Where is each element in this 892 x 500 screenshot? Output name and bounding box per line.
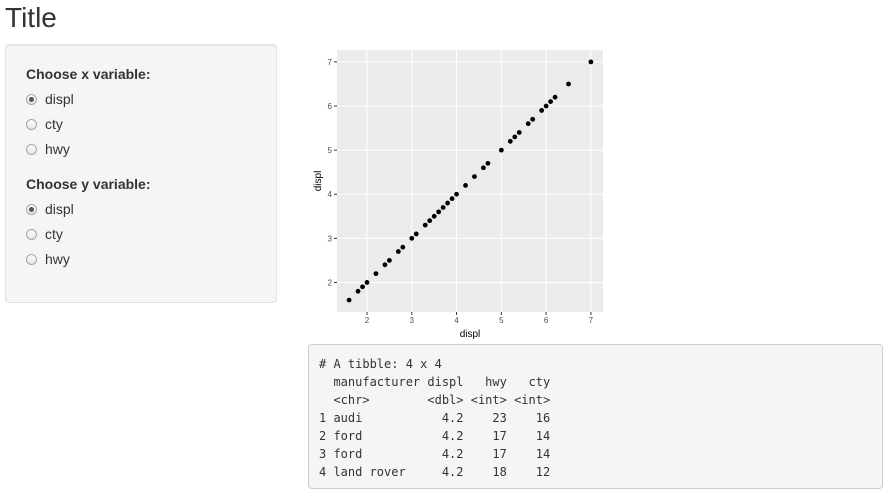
radio-button[interactable] (26, 228, 37, 240)
app-title: Title (5, 2, 57, 33)
point (454, 191, 459, 197)
point (346, 297, 352, 303)
point (543, 103, 549, 109)
radio-label[interactable]: cty (45, 116, 63, 132)
plot-panel (337, 50, 603, 312)
point (512, 134, 518, 140)
radio-group-label: Choose x variable: (26, 66, 151, 82)
point (373, 271, 379, 277)
point (485, 160, 491, 166)
point (400, 244, 406, 250)
y-tick-label: 3 (328, 234, 333, 243)
point (360, 284, 365, 290)
y-tick-label: 7 (328, 58, 333, 67)
point (445, 200, 451, 206)
radio-option[interactable]: cty (26, 226, 63, 242)
y-tick-label: 5 (328, 146, 333, 155)
point (431, 213, 437, 219)
point (382, 262, 388, 268)
y-tick-label: 2 (328, 278, 333, 287)
radio-button[interactable] (26, 203, 37, 215)
x-tick-label: 6 (544, 316, 549, 325)
console-line: 1 audi 4.2 23 16 (319, 411, 551, 425)
radio-label[interactable]: hwy (45, 141, 70, 157)
y-tick-label: 6 (328, 102, 333, 111)
radio-label[interactable]: displ (45, 91, 74, 107)
radio-option[interactable]: displ (26, 91, 74, 107)
x-tick-label: 3 (410, 316, 415, 325)
radio-label[interactable]: cty (45, 226, 63, 242)
point (472, 174, 477, 179)
point (481, 165, 486, 171)
point (413, 231, 419, 237)
console-line: 4 land rover 4.2 18 12 (319, 465, 551, 479)
point (395, 249, 401, 254)
x-tick-label: 2 (365, 316, 370, 325)
point (449, 196, 455, 202)
radio-button[interactable] (26, 118, 37, 130)
point (386, 257, 392, 263)
x-tick-label: 7 (589, 316, 594, 325)
radio-button[interactable] (26, 93, 37, 105)
console-line: manufacturer displ hwy cty (319, 375, 551, 389)
console-line: <chr> <dbl> <int> <int> (319, 393, 551, 407)
x-tick-label: 5 (499, 316, 504, 325)
point (548, 99, 554, 105)
console-line: # A tibble: 4 x 4 (319, 357, 442, 371)
x-tick-label: 4 (454, 316, 459, 325)
point (566, 81, 571, 87)
console-line: 3 ford 4.2 17 14 (319, 447, 551, 461)
point (436, 209, 442, 215)
plot: 2 3 4 5 6 7 2 3 4 5 6 7 displ displ (313, 50, 603, 340)
point (588, 59, 594, 65)
x-axis-label: displ (460, 329, 481, 340)
radio-option[interactable]: hwy (26, 251, 70, 267)
console-output: # A tibble: 4 x 4 manufacturer displ hwy… (308, 344, 883, 489)
radio-button[interactable] (26, 253, 37, 265)
sidebar: Choose x variable: displ cty hwy Choose y va… (5, 44, 277, 303)
point (440, 205, 446, 210)
point (409, 235, 415, 241)
point (364, 280, 370, 285)
radio-label[interactable]: hwy (45, 251, 70, 267)
radio-button[interactable] (26, 143, 37, 155)
point (539, 108, 545, 113)
console-line: 2 ford 4.2 17 14 (319, 429, 551, 443)
point (516, 130, 522, 135)
radio-option[interactable]: hwy (26, 141, 70, 157)
radio-option[interactable]: displ (26, 201, 74, 217)
point (422, 222, 428, 228)
y-tick-label: 4 (328, 190, 333, 199)
point (427, 218, 433, 224)
point (525, 121, 531, 127)
point (552, 94, 558, 100)
y-axis-label: displ (313, 171, 324, 192)
point (507, 138, 513, 144)
radio-option[interactable]: cty (26, 116, 63, 132)
point (530, 116, 536, 122)
radio-label[interactable]: displ (45, 201, 74, 217)
point (355, 288, 361, 294)
radio-group-label: Choose y variable: (26, 176, 151, 192)
point (498, 147, 504, 153)
point (463, 183, 468, 188)
